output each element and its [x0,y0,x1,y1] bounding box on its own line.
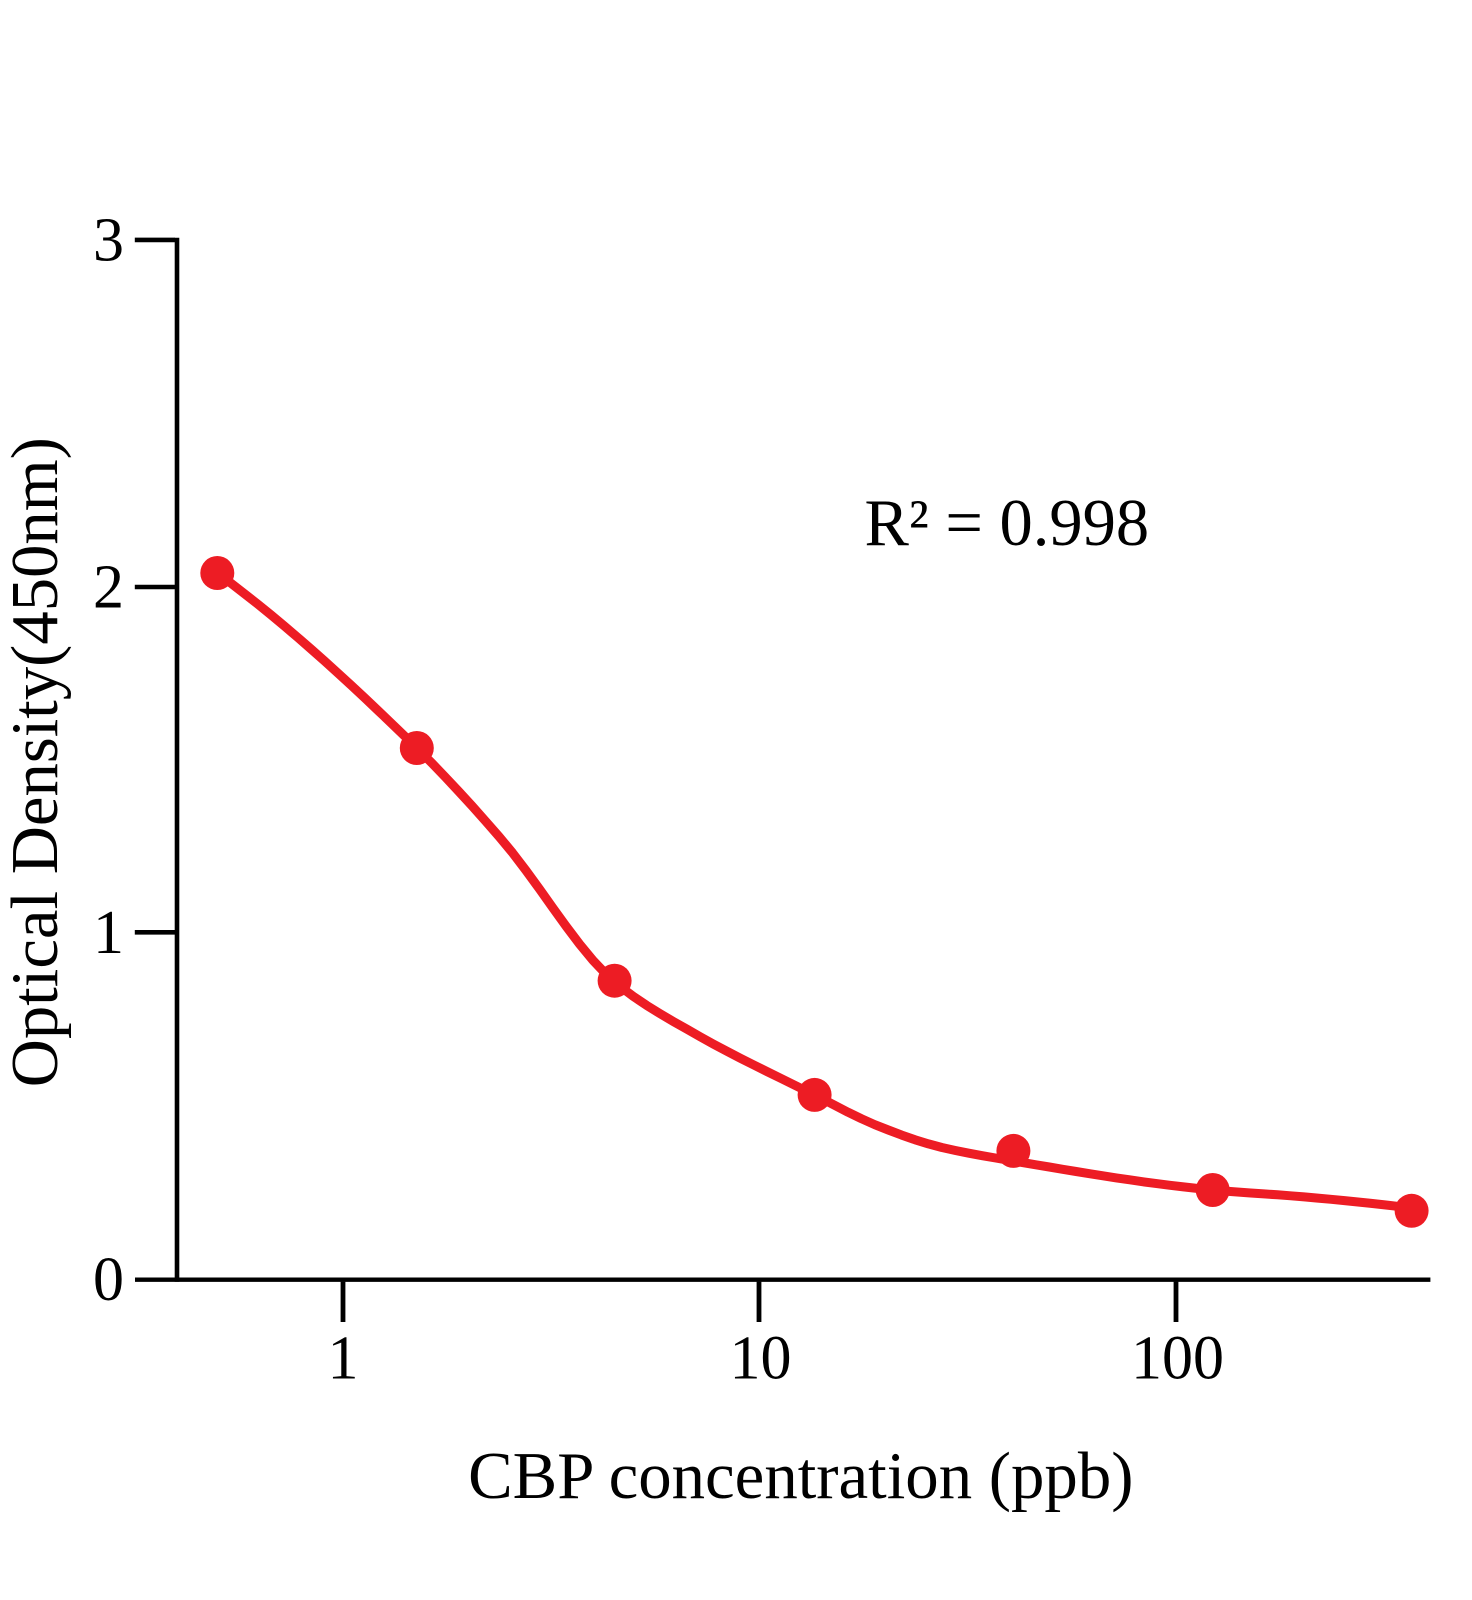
svg-text:2: 2 [93,554,124,622]
svg-text:1: 1 [328,1325,359,1393]
svg-text:Optical Density(450nm): Optical Density(450nm) [0,437,72,1087]
svg-text:100: 100 [1131,1325,1224,1393]
svg-text:1: 1 [93,899,124,967]
svg-text:0: 0 [93,1246,124,1314]
svg-text:3: 3 [93,206,124,274]
svg-text:CBP concentration (ppb): CBP concentration (ppb) [468,1439,1133,1513]
svg-text:R² = 0.998: R² = 0.998 [865,487,1150,560]
svg-text:10: 10 [730,1325,792,1393]
